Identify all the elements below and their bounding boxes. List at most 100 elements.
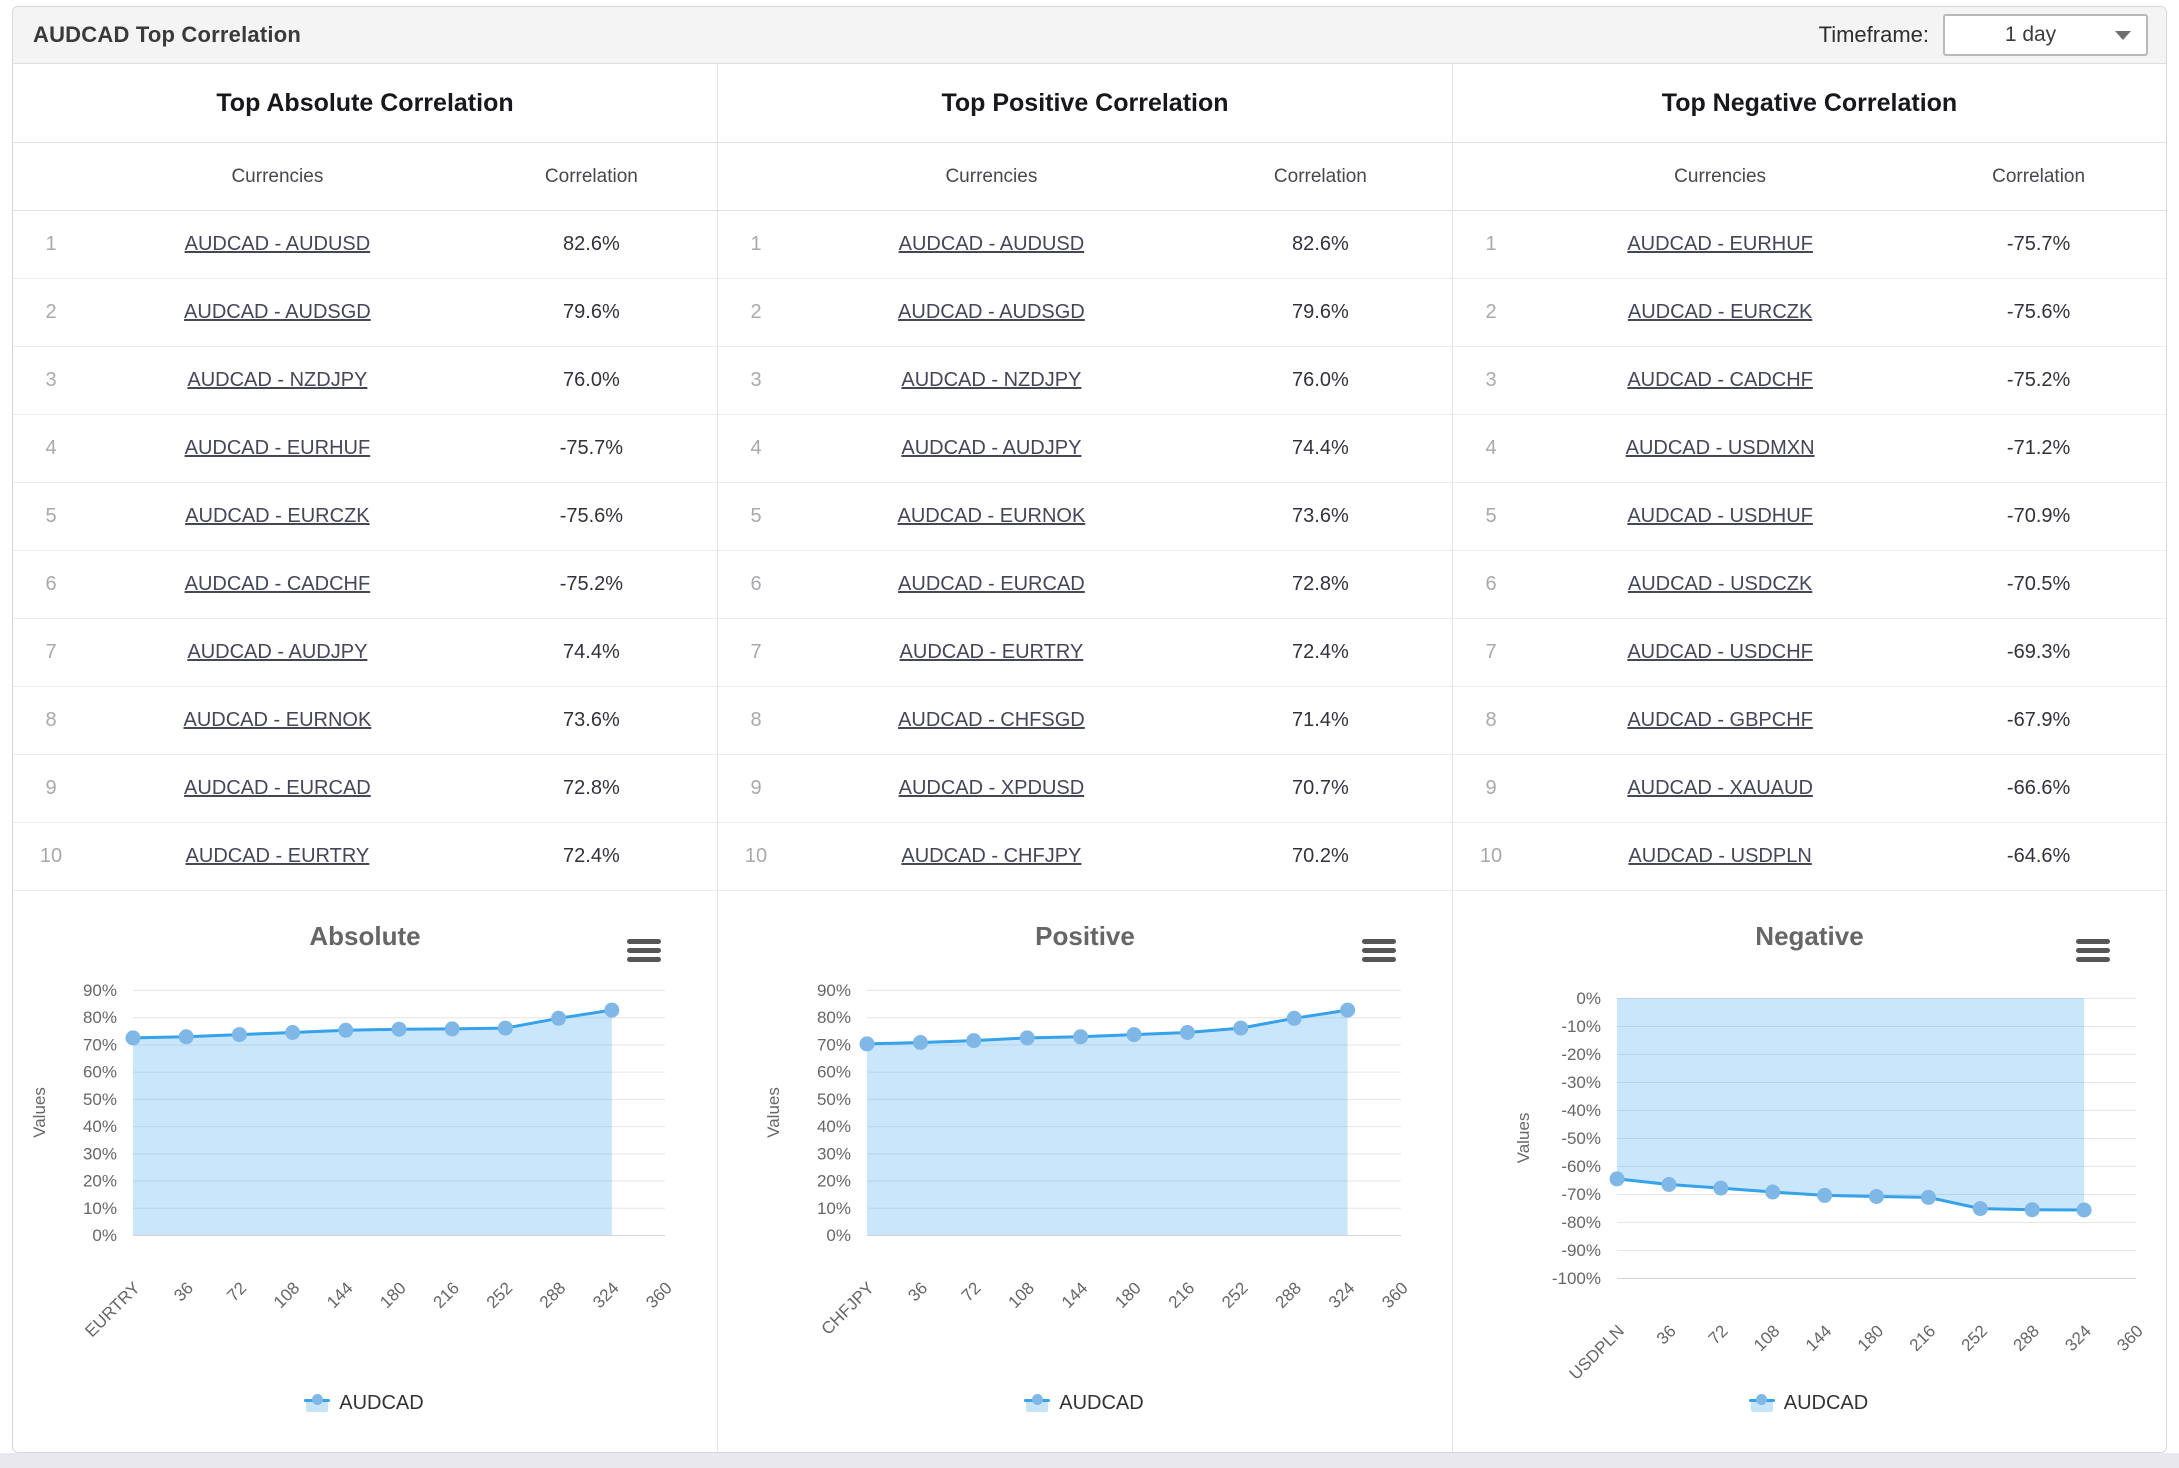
- data-point-marker[interactable]: [2076, 1202, 2092, 1218]
- correlation-value: 72.4%: [563, 845, 620, 867]
- timeframe-select[interactable]: 1 day: [1943, 14, 2148, 56]
- chart-legend[interactable]: AUDCAD: [718, 1392, 1452, 1415]
- data-point-marker[interactable]: [912, 1035, 928, 1050]
- data-point-marker[interactable]: [1073, 1029, 1089, 1045]
- currency-pair-link[interactable]: AUDCAD - EURCZK: [185, 505, 370, 527]
- currency-pair-link[interactable]: AUDCAD - EURTRY: [185, 845, 370, 867]
- y-tick-label: 80%: [817, 1008, 851, 1027]
- x-tick-label: 144: [323, 1278, 356, 1311]
- data-point-marker[interactable]: [1019, 1030, 1035, 1046]
- currency-pair-link[interactable]: AUDCAD - AUDJPY: [187, 641, 368, 663]
- data-point-marker[interactable]: [966, 1033, 982, 1049]
- y-tick-label: -60%: [1561, 1157, 1601, 1176]
- legend-series-icon: [304, 1394, 331, 1412]
- currency-pair-link[interactable]: AUDCAD - EURCAD: [184, 777, 371, 799]
- currency-pair-link[interactable]: AUDCAD - USDCZK: [1627, 573, 1813, 595]
- timeframe-selected-value: 1 day: [2004, 23, 2057, 46]
- row-rank: 7: [45, 641, 57, 663]
- row-rank: 10: [744, 845, 768, 867]
- chart-legend[interactable]: AUDCAD: [13, 1392, 717, 1415]
- currency-pair-link[interactable]: AUDCAD - AUDSGD: [898, 301, 1085, 323]
- currency-pair-link[interactable]: AUDCAD - NZDJPY: [901, 369, 1082, 391]
- correlation-value: -75.6%: [2006, 301, 2071, 323]
- currency-pair-link[interactable]: AUDCAD - USDCHF: [1627, 641, 1813, 663]
- data-point-marker[interactable]: [1340, 1002, 1356, 1018]
- data-point-marker[interactable]: [1869, 1189, 1884, 1204]
- row-rank: 7: [750, 641, 762, 663]
- chart-canvas-absolute: 0% 10% 20% 30% 40% 50% 60% 70% 80% 90% EURTRY 36 72 1…: [30, 981, 676, 1341]
- table-row: 8 AUDCAD - EURNOK 73.6%: [13, 687, 717, 755]
- currency-pair-link[interactable]: AUDCAD - XAUAUD: [1627, 777, 1813, 799]
- currency-pair-link[interactable]: AUDCAD - CADCHF: [1627, 369, 1813, 391]
- currency-pair-link[interactable]: AUDCAD - GBPCHF: [1627, 709, 1813, 731]
- chart-legend[interactable]: AUDCAD: [1453, 1392, 2166, 1415]
- data-point-marker[interactable]: [231, 1027, 247, 1043]
- data-point-marker[interactable]: [1179, 1025, 1195, 1040]
- legend-label: AUDCAD: [339, 1392, 424, 1414]
- currency-pair-link[interactable]: AUDCAD - AUDUSD: [898, 233, 1085, 255]
- table-row: 5 AUDCAD - EURCZK -75.6%: [13, 483, 717, 551]
- data-point-marker[interactable]: [444, 1021, 460, 1037]
- currency-pair-link[interactable]: AUDCAD - EURHUF: [184, 437, 371, 459]
- data-point-marker[interactable]: [2024, 1202, 2040, 1218]
- table-header-row: Currencies Correlation: [1453, 143, 2166, 211]
- currency-pair-link[interactable]: AUDCAD - CADCHF: [184, 573, 371, 595]
- currency-pair-link[interactable]: AUDCAD - CHFJPY: [901, 845, 1082, 867]
- currency-pair-link[interactable]: AUDCAD - EURCZK: [1627, 301, 1813, 323]
- chart-menu-icon[interactable]: [2076, 939, 2110, 966]
- data-point-marker[interactable]: [1920, 1189, 1936, 1205]
- chart-menu-icon[interactable]: [627, 939, 661, 966]
- currency-pair-link[interactable]: AUDCAD - EURHUF: [1627, 233, 1813, 255]
- y-axis-title: Values: [764, 1087, 783, 1138]
- table-row: 1 AUDCAD - AUDUSD 82.6%: [718, 211, 1452, 279]
- data-point-marker[interactable]: [497, 1020, 513, 1036]
- data-point-marker[interactable]: [1972, 1201, 1988, 1217]
- x-tick-label: 144: [1802, 1321, 1835, 1354]
- data-point-marker[interactable]: [1817, 1187, 1833, 1203]
- correlation-value: -75.7%: [559, 437, 624, 459]
- data-point-marker[interactable]: [391, 1021, 407, 1037]
- data-point-marker[interactable]: [125, 1030, 141, 1046]
- column-positive: Top Positive Correlation Currencies Corr…: [718, 64, 1453, 1452]
- currency-pair-link[interactable]: AUDCAD - AUDUSD: [184, 233, 371, 255]
- data-point-marker[interactable]: [1661, 1177, 1677, 1192]
- data-point-marker[interactable]: [1233, 1020, 1249, 1036]
- x-tick-label: 180: [1854, 1321, 1887, 1354]
- data-point-marker[interactable]: [1286, 1010, 1302, 1026]
- row-rank: 3: [1485, 369, 1497, 391]
- currency-pair-link[interactable]: AUDCAD - EURNOK: [897, 505, 1086, 527]
- y-tick-label: 40%: [817, 1117, 851, 1136]
- currency-pair-link[interactable]: AUDCAD - AUDSGD: [184, 301, 371, 323]
- x-tick-label: 360: [1378, 1278, 1411, 1311]
- chart-canvas-positive: 0% 10% 20% 30% 40% 50% 60% 70% 80% 90% CHFJPY 36 72 1…: [764, 981, 1412, 1339]
- currency-pair-link[interactable]: AUDCAD - EURNOK: [183, 709, 372, 731]
- currency-pair-link[interactable]: AUDCAD - XPDUSD: [898, 777, 1085, 799]
- data-point-marker[interactable]: [285, 1025, 301, 1040]
- correlation-value: 73.6%: [563, 709, 620, 731]
- row-rank: 1: [1485, 233, 1497, 255]
- data-point-marker[interactable]: [1126, 1027, 1142, 1043]
- y-tick-label: 80%: [83, 1008, 117, 1027]
- currency-pair-link[interactable]: AUDCAD - EURCAD: [898, 573, 1085, 595]
- table-row: 10 AUDCAD - EURTRY 72.4%: [13, 823, 717, 891]
- currency-pair-link[interactable]: AUDCAD - USDPLN: [1628, 845, 1812, 867]
- data-point-marker[interactable]: [1609, 1171, 1625, 1187]
- data-point-marker[interactable]: [604, 1002, 620, 1018]
- row-rank: 9: [750, 777, 762, 799]
- correlation-value: 82.6%: [1292, 233, 1349, 255]
- correlation-value: -75.6%: [559, 505, 624, 527]
- data-point-marker[interactable]: [1765, 1184, 1781, 1200]
- data-point-marker[interactable]: [1713, 1180, 1729, 1196]
- chart-menu-icon[interactable]: [1362, 939, 1396, 966]
- data-point-marker[interactable]: [338, 1022, 354, 1038]
- currency-pair-link[interactable]: AUDCAD - USDHUF: [1627, 505, 1813, 527]
- row-rank: 6: [750, 573, 762, 595]
- data-point-marker[interactable]: [178, 1029, 194, 1045]
- data-point-marker[interactable]: [551, 1010, 567, 1026]
- currency-pair-link[interactable]: AUDCAD - EURTRY: [899, 641, 1084, 663]
- data-point-marker[interactable]: [859, 1036, 875, 1052]
- currency-pair-link[interactable]: AUDCAD - USDMXN: [1625, 437, 1815, 459]
- currency-pair-link[interactable]: AUDCAD - CHFSGD: [898, 709, 1085, 731]
- currency-pair-link[interactable]: AUDCAD - NZDJPY: [187, 369, 368, 391]
- currency-pair-link[interactable]: AUDCAD - AUDJPY: [901, 437, 1082, 459]
